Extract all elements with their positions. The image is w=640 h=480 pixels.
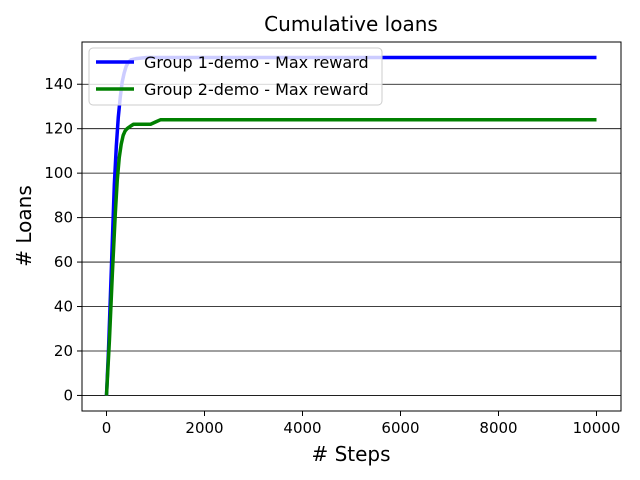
y-tick-label: 0 [63, 386, 73, 404]
series-lines [104, 55, 597, 396]
x-axis-ticks: 0 2000 4000 6000 8000 10000 [102, 411, 621, 437]
y-tick-label: 80 [54, 209, 73, 227]
y-tick-label: 60 [54, 253, 73, 271]
plot-frame [81, 41, 622, 412]
x-tick-label: 4000 [283, 419, 321, 437]
series-line-1 [104, 55, 597, 396]
gridlines [82, 83, 621, 396]
y-tick-label: 100 [44, 164, 73, 182]
x-tick-label: 8000 [479, 419, 517, 437]
y-axis-ticks: 0 20 40 60 80 100 120 140 [44, 75, 82, 404]
x-tick-label: 2000 [185, 419, 223, 437]
legend: Group 1-demo - Max reward Group 2-demo - … [88, 47, 383, 106]
x-tick-label: 0 [102, 419, 112, 437]
series-line-2 [104, 118, 597, 396]
x-tick-label: 10000 [573, 419, 621, 437]
x-tick-label: 6000 [381, 419, 419, 437]
y-axis-label: # Loans [12, 185, 36, 267]
x-axis-label: # Steps [311, 442, 390, 466]
y-tick-label: 120 [44, 120, 73, 138]
y-tick-label: 40 [54, 298, 73, 316]
chart-title: Cumulative loans [264, 12, 438, 36]
legend-label-1: Group 1-demo - Max reward [144, 53, 369, 72]
y-tick-label: 20 [54, 342, 73, 360]
legend-label-2: Group 2-demo - Max reward [144, 80, 369, 99]
y-tick-label: 140 [44, 75, 73, 93]
legend-box [88, 47, 383, 106]
